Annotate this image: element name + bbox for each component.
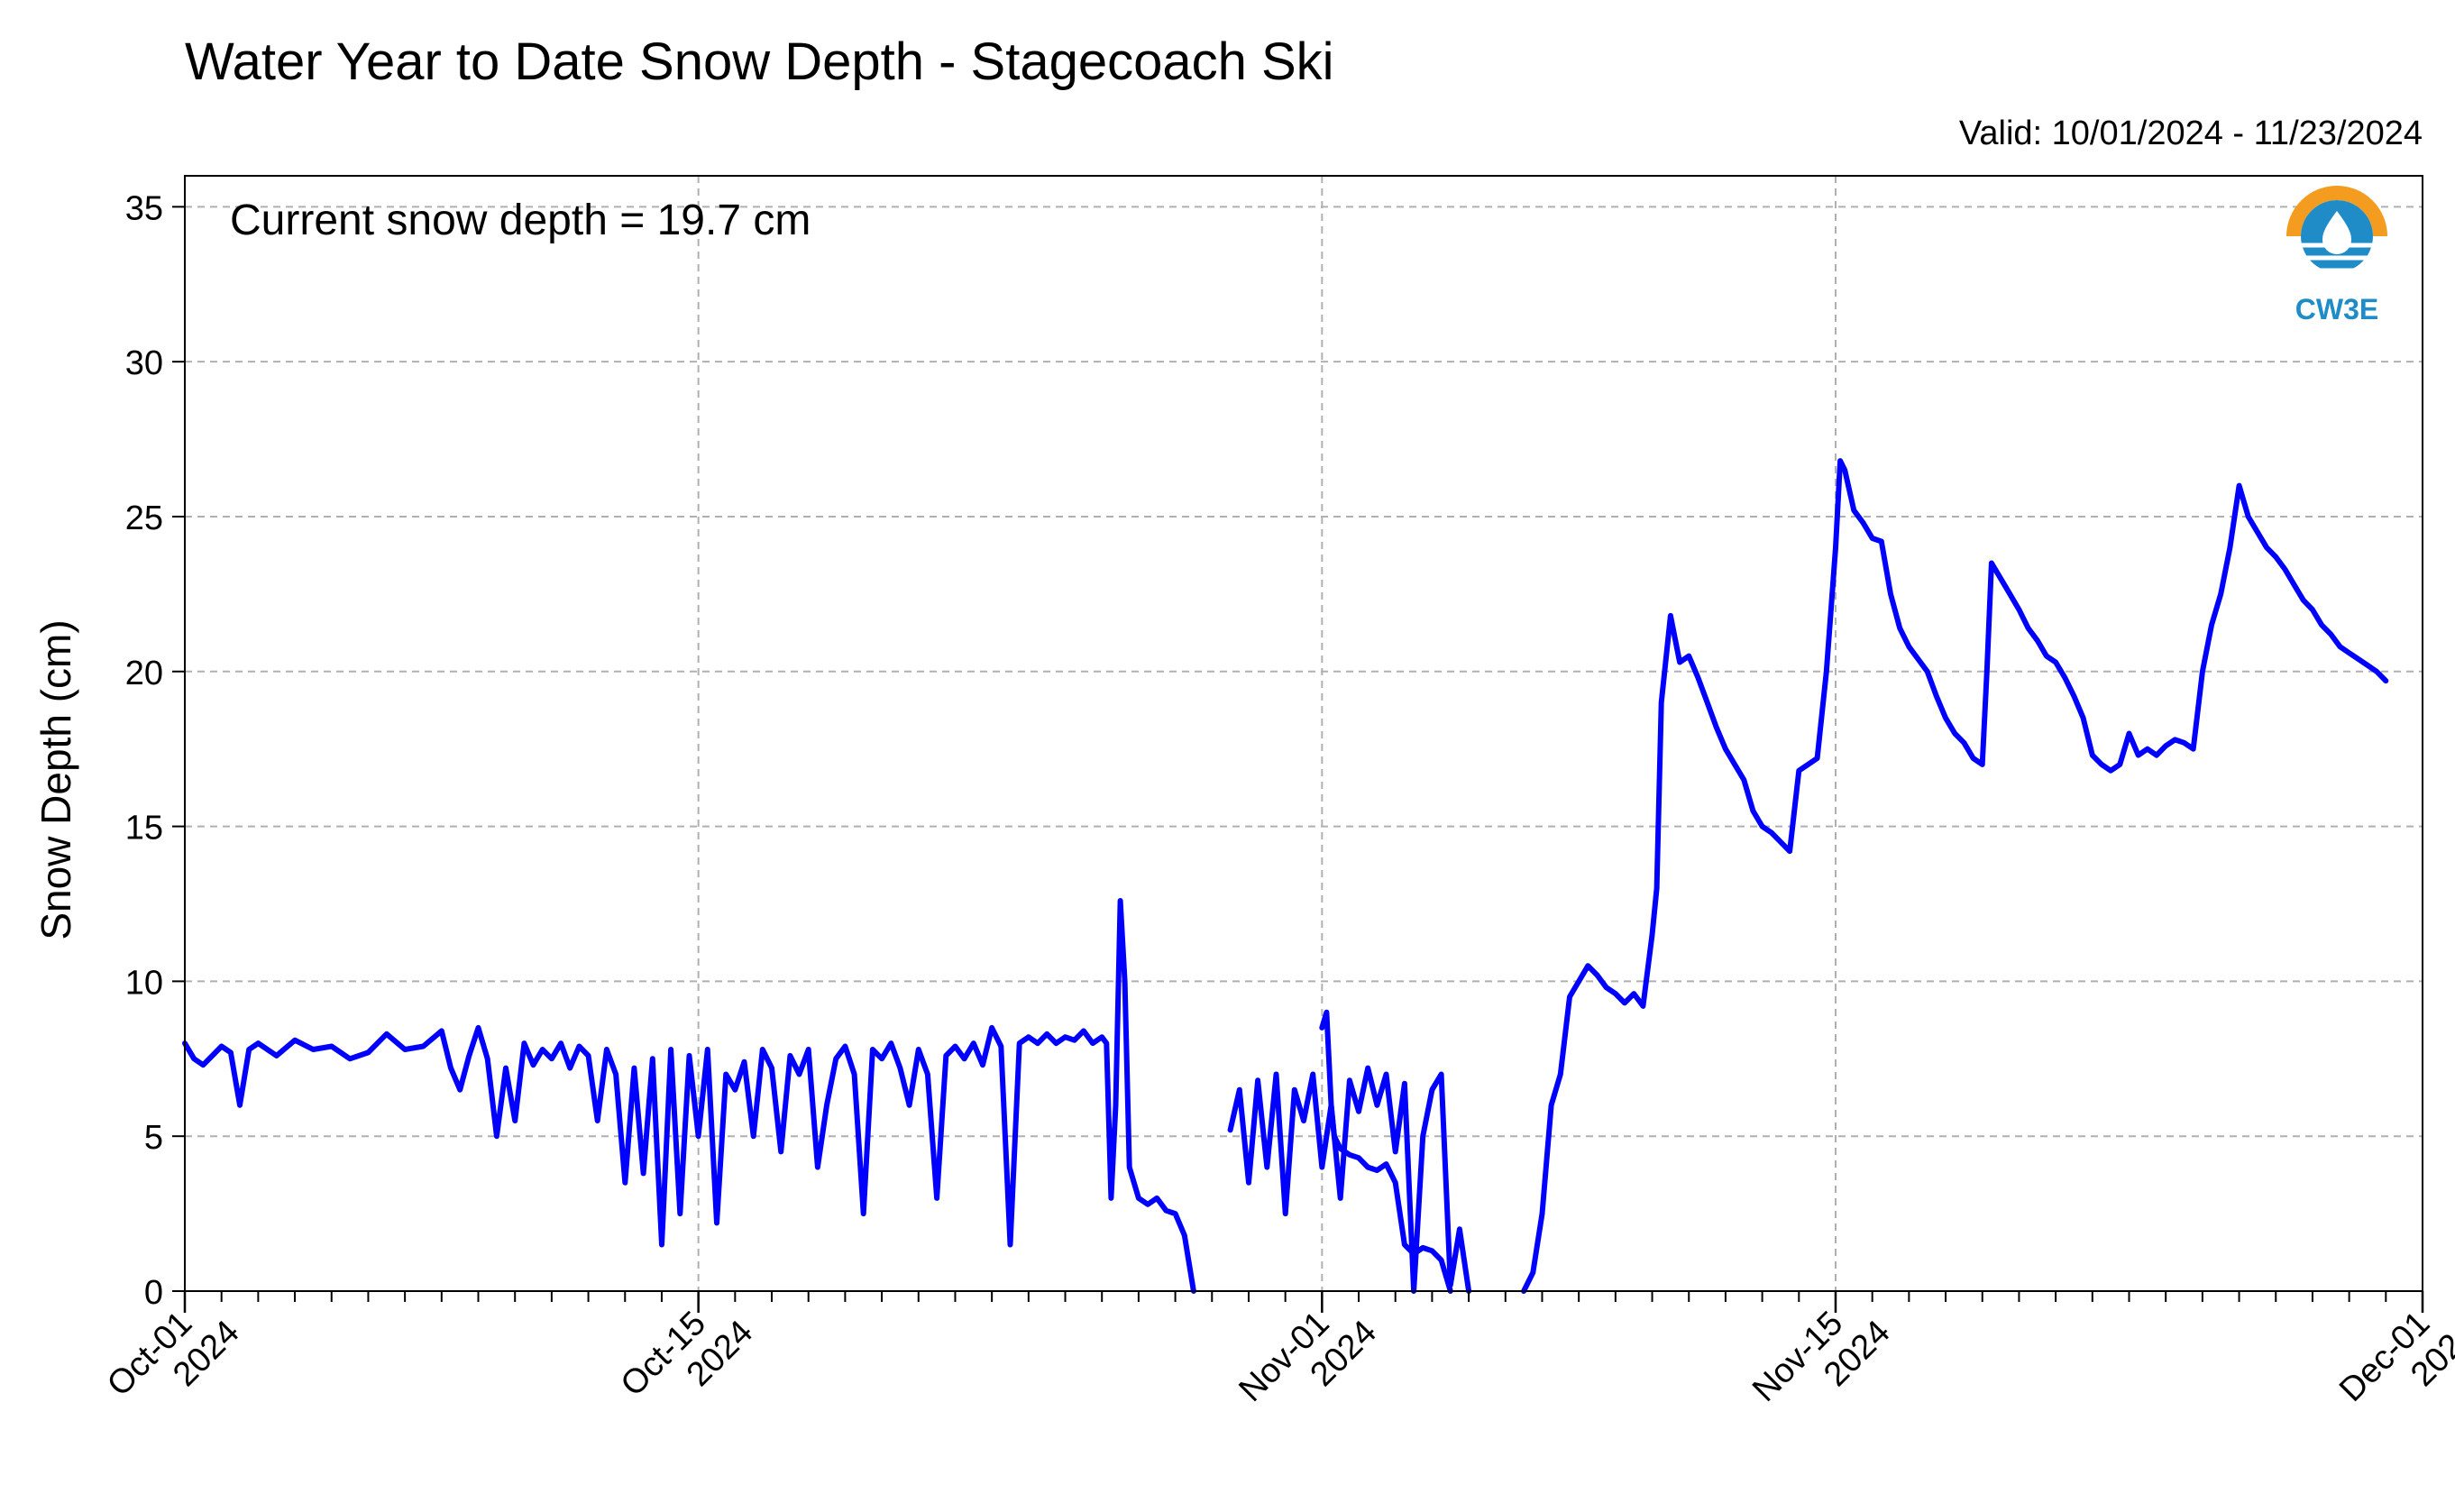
grid-lines — [185, 176, 2423, 1291]
y-tick-label-20: 20 — [125, 655, 163, 692]
y-tick-label-10: 10 — [125, 964, 163, 1002]
snow-depth-noise-0-segment-0 — [1227, 1065, 1472, 1294]
y-tick-label-35: 35 — [125, 189, 163, 227]
logo-text: CW3E — [2295, 293, 2378, 325]
snow-depth-line-0-segment-2 — [1521, 458, 2389, 1294]
y-tick-label-25: 25 — [125, 499, 163, 537]
plot-frame — [184, 175, 2423, 1292]
current-snow-depth-annotation: Current snow depth = 19.7 cm — [230, 197, 811, 244]
logo-sun-arc — [2286, 186, 2387, 237]
y-tick-label-5: 5 — [144, 1119, 163, 1157]
chart-title: Water Year to Date Snow Depth - Stagecoa… — [185, 32, 1334, 91]
snow-depth-line-0-segment-1 — [1319, 1009, 1453, 1294]
series-layer — [182, 458, 2389, 1294]
y-tick-label-0: 0 — [144, 1274, 163, 1312]
snow-depth-line-0-segment-0 — [182, 898, 1196, 1294]
y-tick-label-30: 30 — [125, 344, 163, 382]
y-tick-label-15: 15 — [125, 810, 163, 848]
y-axis-label: Snow Depth (cm) — [32, 619, 79, 939]
cw3e-logo: CW3E — [2286, 186, 2387, 325]
y-axis: 0 5 10 15 20 25 30 35 — [125, 189, 185, 1312]
valid-date-range: Valid: 10/01/2024 - 11/23/2024 — [1959, 115, 2423, 152]
x-minor-ticks — [184, 1291, 2423, 1302]
logo-drop-icon — [2322, 211, 2351, 254]
